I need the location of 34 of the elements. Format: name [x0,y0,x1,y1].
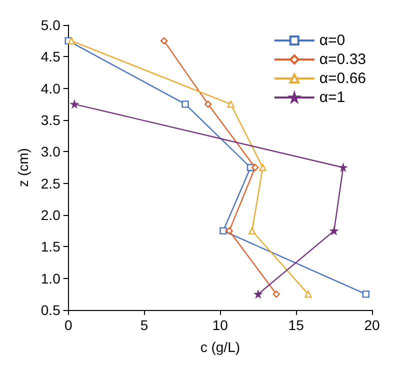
y-tick-label: 3.0 [40,144,61,160]
legend-label: α=1 [319,89,346,106]
y-tick-label: 2.5 [40,175,61,192]
y-tick-label: 1.5 [40,238,61,255]
y-tick-label: 0.5 [40,302,61,318]
x-tick-label: 5 [140,317,148,333]
y-tick-label: 2.0 [40,207,61,223]
legend-label: α=0.33 [319,51,366,68]
point [259,164,266,172]
y-tick-label: 4.5 [40,48,61,65]
point [220,227,227,234]
x-tick-label: 15 [288,317,304,333]
point [226,227,233,234]
y-tick-label: 4.0 [40,80,61,96]
y-axis-title: z (cm) [15,148,31,187]
y-tick-label: 5.0 [40,17,61,33]
x-axis-title: c (g/L) [200,339,240,355]
point [204,100,212,108]
legend-label: α=0.66 [319,70,366,87]
point [252,164,259,172]
point [248,227,256,234]
point [182,100,189,108]
point [362,290,370,298]
x-tick-label: 20 [364,317,380,333]
point [340,164,347,172]
x-tick-label: 10 [212,317,228,333]
x-tick-label: 0 [64,317,72,333]
y-tick-label: 1.0 [40,270,61,286]
legend-label: α=0 [319,32,346,49]
point [272,290,280,298]
point [227,100,234,108]
point [160,37,168,44]
point [304,290,312,298]
y-tick-label: 3.5 [40,112,61,128]
